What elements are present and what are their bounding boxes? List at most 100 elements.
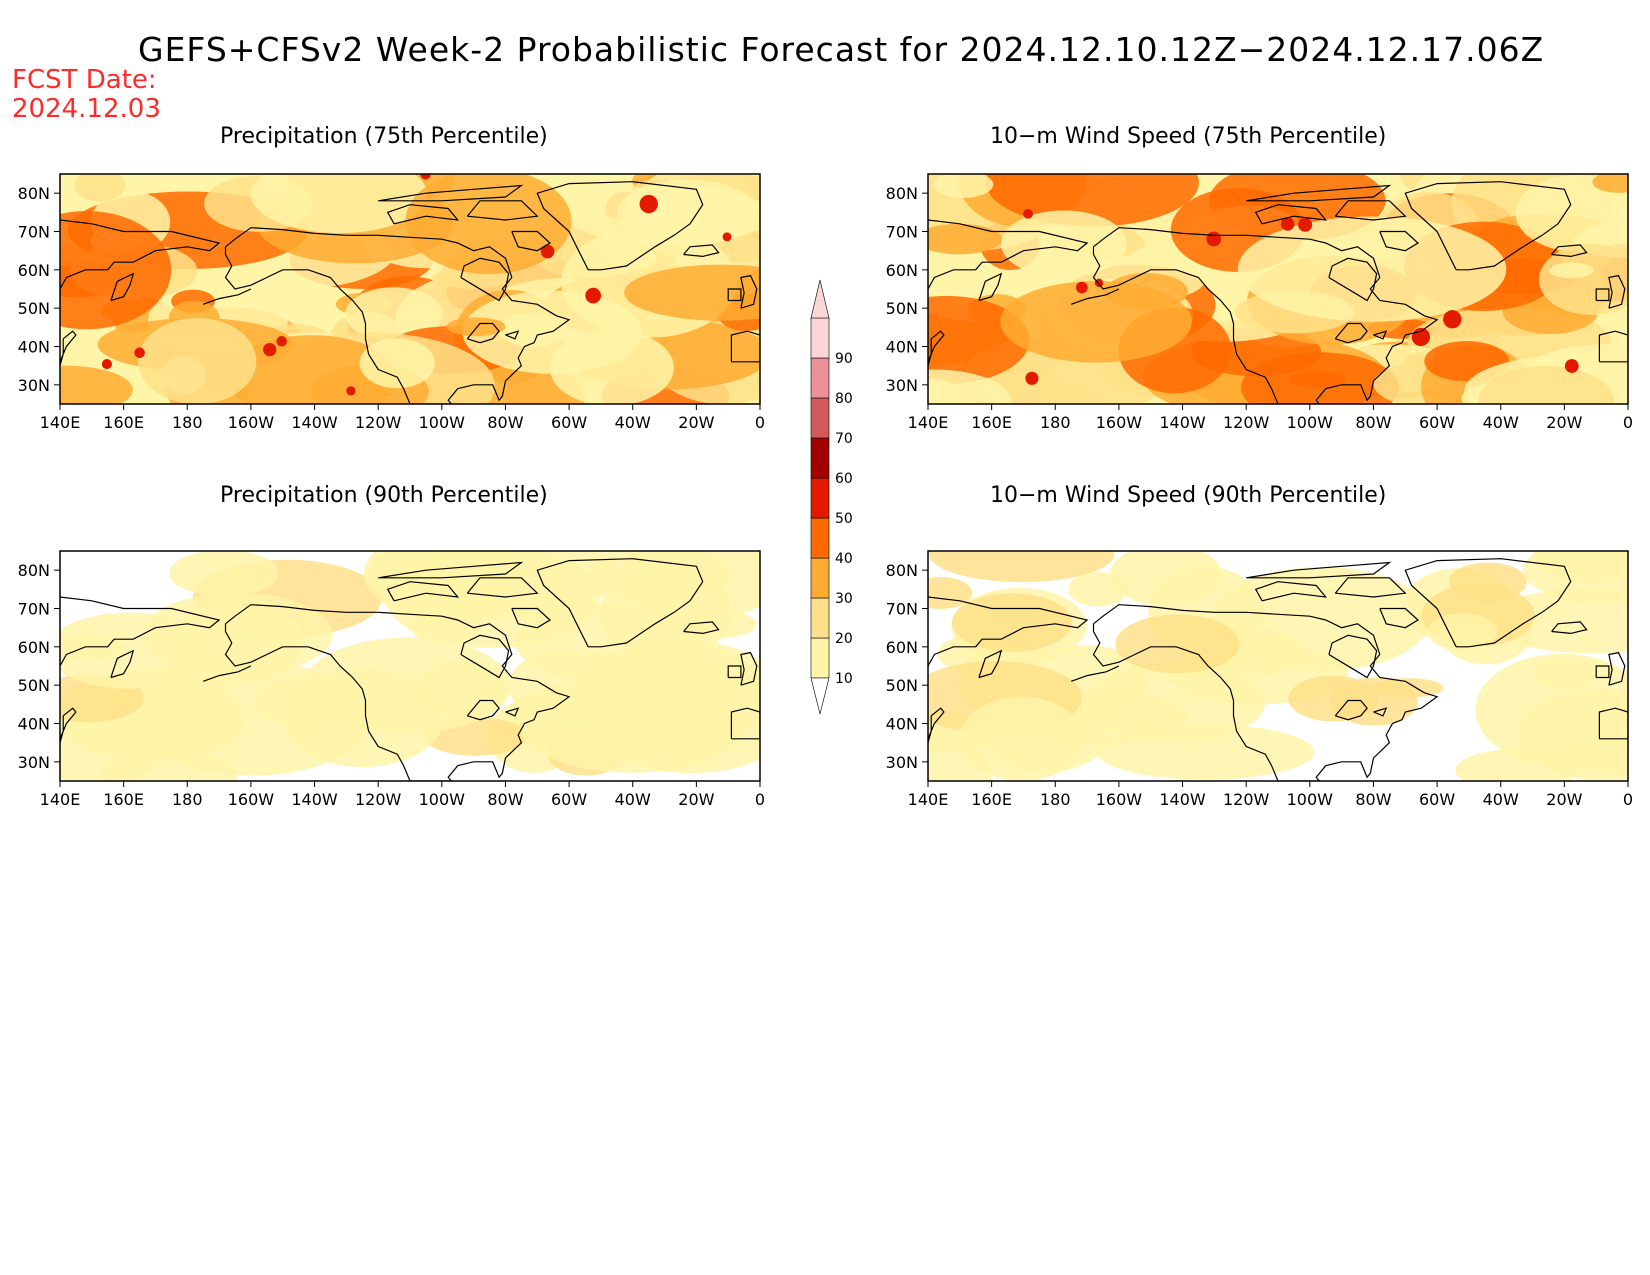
lat-tick-label: 40N — [886, 338, 918, 357]
colorbar-label: 80 — [835, 391, 853, 407]
shading-blob — [345, 287, 443, 342]
coastline — [1092, 604, 1439, 781]
coastline — [928, 219, 1089, 290]
lon-tick-label: 160W — [1096, 790, 1143, 809]
coastline — [1598, 330, 1628, 363]
colorbar-label: 60 — [835, 471, 853, 487]
shading-blob — [1592, 174, 1628, 193]
shading-blob — [169, 551, 279, 597]
coastline — [1254, 204, 1328, 225]
coastline — [1404, 181, 1572, 271]
coastlines — [928, 181, 1628, 404]
lon-tick-label: 60W — [551, 790, 587, 809]
shading-peak — [1076, 281, 1088, 294]
coastline — [1595, 665, 1610, 679]
colorbar-label: 40 — [835, 551, 853, 567]
lon-tick-label: 20W — [1546, 413, 1582, 432]
shading-peak — [101, 359, 112, 370]
shading-blob — [1548, 262, 1594, 279]
coastline — [740, 651, 758, 686]
map-panel: 140E 160E 180 160W 140W 120W 100W 80W 60W 40W 20W 0… — [886, 173, 1633, 432]
colorbar-segment — [810, 637, 830, 679]
forecast-date-label: FCST Date: — [12, 65, 157, 95]
lat-tick-label: 30N — [886, 753, 918, 772]
coastline — [505, 707, 520, 717]
forecast-date-value: 2024.12.03 — [12, 94, 161, 124]
probability-shading — [928, 551, 1628, 781]
colorbar-segment — [810, 397, 830, 439]
coastline — [460, 257, 510, 302]
coastline — [1334, 200, 1407, 221]
coastline — [1608, 651, 1626, 686]
coastline — [683, 244, 720, 258]
coastline — [683, 621, 720, 635]
panel-title-wind-90: 10−m Wind Speed (90th Percentile) — [990, 483, 1387, 508]
lon-tick-label: 160W — [228, 790, 275, 809]
lat-tick-label: 50N — [886, 299, 918, 318]
lon-tick-label: 160E — [971, 790, 1012, 809]
lat-tick-label: 80N — [18, 184, 50, 203]
lon-tick-label: 60W — [1419, 413, 1455, 432]
shading-blob — [951, 593, 1073, 652]
coastline — [1328, 257, 1378, 302]
page-title: GEFS+CFSv2 Week-2 Probabilistic Forecast… — [138, 30, 1545, 69]
coastline — [511, 607, 551, 629]
shading-blob — [1455, 749, 1577, 781]
map-panel: 140E 160E 180 160W 140W 120W 100W 80W 60W 40W 20W 0… — [18, 173, 765, 432]
coastline — [386, 204, 460, 225]
lat-tick-label: 50N — [18, 676, 50, 695]
shading-blob — [1288, 675, 1379, 722]
shading-blob — [409, 607, 481, 644]
coastline — [978, 272, 1003, 302]
lon-tick-label: 60W — [551, 413, 587, 432]
coastline — [110, 649, 135, 679]
shading-peak — [585, 287, 602, 304]
shading-blob — [60, 612, 212, 689]
lat-tick-label: 30N — [886, 376, 918, 395]
panel-title-wind-75: 10−m Wind Speed (75th Percentile) — [990, 124, 1387, 149]
shading-peak — [1206, 231, 1222, 247]
shading-blob — [985, 174, 1199, 227]
shading-blob — [928, 728, 992, 781]
lon-tick-label: 60W — [1419, 790, 1455, 809]
shading-peak — [1280, 217, 1295, 231]
lon-tick-label: 180 — [1040, 413, 1071, 432]
shading-blob — [928, 378, 961, 404]
coastline — [1070, 665, 1120, 682]
shading-blob — [1534, 657, 1596, 690]
lat-tick-label: 70N — [886, 223, 918, 242]
shading-blob — [1288, 371, 1346, 388]
lon-tick-label: 40W — [1483, 790, 1519, 809]
lon-tick-label: 80W — [1355, 790, 1391, 809]
lon-tick-label: 180 — [1040, 790, 1071, 809]
shading-peak — [722, 232, 732, 242]
colorbar-segment — [810, 317, 830, 359]
shading-peak — [540, 244, 555, 259]
lon-tick-label: 80W — [1355, 413, 1391, 432]
colorbar-label: 20 — [835, 631, 853, 647]
lon-tick-label: 160E — [103, 413, 144, 432]
coastline — [505, 330, 520, 340]
lon-tick-label: 180 — [172, 790, 203, 809]
colorbar-label: 10 — [835, 671, 853, 687]
lat-tick-label: 80N — [18, 561, 50, 580]
shading-peak — [1023, 208, 1033, 219]
lat-tick-label: 60N — [18, 638, 50, 657]
lon-tick-label: 100W — [1287, 413, 1334, 432]
coastline — [727, 288, 742, 302]
shading-peak — [276, 336, 287, 347]
lon-tick-label: 160W — [228, 413, 275, 432]
coastline — [928, 330, 945, 367]
lon-tick-label: 120W — [355, 413, 402, 432]
lat-tick-label: 60N — [886, 638, 918, 657]
lat-tick-label: 30N — [18, 376, 50, 395]
colorbar-segment — [810, 517, 830, 559]
shading-peak — [1443, 310, 1462, 329]
coastline — [928, 707, 945, 744]
lat-tick-label: 70N — [886, 600, 918, 619]
colorbar-segment — [810, 357, 830, 399]
shading-peak — [134, 347, 145, 359]
probability-shading — [928, 174, 1628, 404]
coastline — [1328, 634, 1378, 679]
